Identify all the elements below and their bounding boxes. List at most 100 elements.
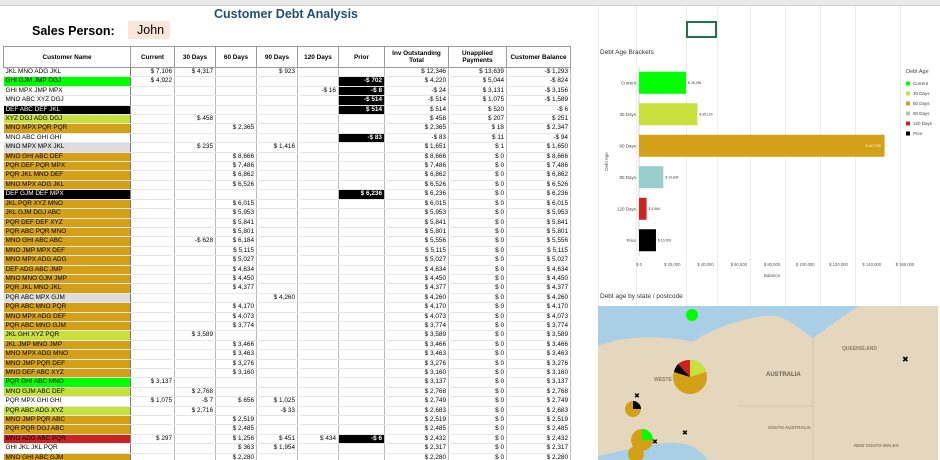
value-cell[interactable] xyxy=(215,105,257,116)
customer-name-cell[interactable]: MNO JMP PQR ABC xyxy=(3,415,131,426)
value-cell[interactable]: $ 0 xyxy=(448,180,507,191)
table-row[interactable]: MNO GHI ABC ABC -$ 628 $ 6,184 $ 5,556 $ 0 $ … xyxy=(3,236,571,247)
value-cell[interactable] xyxy=(215,95,257,106)
value-cell[interactable] xyxy=(130,415,175,426)
value-cell[interactable]: $ 2,683 xyxy=(506,406,571,417)
value-cell[interactable]: $ 3,160 xyxy=(506,368,571,379)
value-cell[interactable]: $ 3,589 xyxy=(174,330,216,341)
value-cell[interactable] xyxy=(174,189,216,200)
value-cell[interactable]: $ 514 xyxy=(384,105,449,116)
value-cell[interactable]: $ 458 xyxy=(384,114,449,125)
value-cell[interactable] xyxy=(174,170,216,181)
value-cell[interactable] xyxy=(130,142,175,153)
value-cell[interactable]: $ 4,317 xyxy=(174,67,216,78)
value-cell[interactable]: $ 2,280 xyxy=(506,453,571,460)
value-cell[interactable]: $ 0 xyxy=(448,227,507,238)
value-cell[interactable] xyxy=(297,368,339,379)
value-cell[interactable]: $ 0 xyxy=(448,359,507,370)
customer-name-cell[interactable]: PQR GHI ABC MNO xyxy=(3,377,131,388)
value-cell[interactable] xyxy=(215,142,257,153)
value-cell[interactable] xyxy=(174,415,216,426)
value-cell[interactable]: -$ 1,293 xyxy=(506,67,571,78)
customer-name-cell[interactable]: MNO MPX PQR PQR xyxy=(3,123,131,134)
value-cell[interactable]: $ 1,651 xyxy=(384,142,449,153)
value-cell[interactable]: $ 4,634 xyxy=(384,265,449,275)
value-cell[interactable]: $ 1,650 xyxy=(506,142,571,153)
value-cell[interactable]: $ 4,073 xyxy=(384,312,449,322)
value-cell[interactable] xyxy=(130,302,175,313)
value-cell[interactable] xyxy=(130,406,175,417)
value-cell[interactable]: $ 6,862 xyxy=(506,170,571,181)
value-cell[interactable] xyxy=(174,302,216,313)
value-cell[interactable] xyxy=(338,208,385,219)
chart-bar-120-days[interactable] xyxy=(639,197,647,220)
value-cell[interactable] xyxy=(338,152,385,163)
table-row[interactable]: MNO JMP PQR DEF $ 3,276 $ 3,276 $ 0 $ 3,276 xyxy=(3,359,571,370)
value-cell[interactable]: $ 8,666 xyxy=(384,152,449,163)
customer-name-cell[interactable]: MNO ADG ABC PQR xyxy=(3,434,131,445)
table-row[interactable]: JKL GJM DGJ ABC $ 5,953 $ 5,953 $ 0 $ 5,953 xyxy=(3,208,571,219)
value-cell[interactable]: $ 6,236 xyxy=(506,189,571,200)
value-cell[interactable]: $ 5,841 xyxy=(506,218,571,228)
value-cell[interactable] xyxy=(130,293,175,304)
value-cell[interactable] xyxy=(338,406,385,417)
value-cell[interactable]: -$ 1,589 xyxy=(506,95,571,106)
table-row[interactable]: PQR ABC ADG XYZ $ 2,716 -$ 33 $ 2,683 $ 0 $ 2… xyxy=(3,406,571,417)
value-cell[interactable]: $ 514 xyxy=(338,105,385,116)
value-cell[interactable]: $ 0 xyxy=(448,255,507,266)
table-row[interactable]: DEF ADG ABC JMP $ 4,634 $ 4,634 $ 0 $ 4,634 xyxy=(3,265,571,275)
value-cell[interactable]: $ 13,639 xyxy=(448,67,507,78)
value-cell[interactable] xyxy=(130,236,175,247)
value-cell[interactable] xyxy=(174,76,216,87)
value-cell[interactable] xyxy=(297,199,339,210)
value-cell[interactable] xyxy=(256,199,298,210)
value-cell[interactable]: -$ 94 xyxy=(506,133,571,144)
value-cell[interactable] xyxy=(297,142,339,153)
value-cell[interactable] xyxy=(130,265,175,275)
value-cell[interactable]: -$ 514 xyxy=(384,95,449,106)
value-cell[interactable]: $ 3,276 xyxy=(384,359,449,370)
value-cell[interactable] xyxy=(297,453,339,460)
value-cell[interactable]: $ 0 xyxy=(448,302,507,313)
value-cell[interactable] xyxy=(256,302,298,313)
value-cell[interactable] xyxy=(338,377,385,388)
value-cell[interactable]: $ 5,044 xyxy=(448,76,507,87)
value-cell[interactable] xyxy=(338,227,385,238)
value-cell[interactable]: $ 11 xyxy=(448,133,507,144)
value-cell[interactable]: $ 0 xyxy=(448,349,507,360)
value-cell[interactable]: $ 3,160 xyxy=(215,368,257,379)
value-cell[interactable] xyxy=(297,255,339,266)
value-cell[interactable]: $ 363 xyxy=(215,443,257,454)
value-cell[interactable]: $ 0 xyxy=(448,406,507,417)
value-cell[interactable]: $ 3,463 xyxy=(384,349,449,360)
value-cell[interactable]: $ 5,027 xyxy=(215,255,257,266)
col-header-inv-outstanding-total[interactable]: Inv Outstanding Total xyxy=(384,46,449,68)
value-cell[interactable] xyxy=(256,265,298,275)
value-cell[interactable] xyxy=(215,76,257,87)
map-cross-marker[interactable]: ✖ xyxy=(902,355,909,364)
value-cell[interactable] xyxy=(256,189,298,200)
value-cell[interactable] xyxy=(256,161,298,172)
value-cell[interactable] xyxy=(130,312,175,322)
value-cell[interactable]: $ 6,526 xyxy=(215,180,257,191)
map-cross-marker[interactable]: ✖ xyxy=(634,393,640,400)
value-cell[interactable] xyxy=(297,415,339,426)
value-cell[interactable]: $ 2,365 xyxy=(384,123,449,134)
value-cell[interactable]: $ 3,466 xyxy=(384,340,449,351)
value-cell[interactable] xyxy=(338,321,385,332)
value-cell[interactable] xyxy=(338,114,385,125)
map-cross-marker[interactable]: ✖ xyxy=(682,430,688,437)
value-cell[interactable]: $ 6,236 xyxy=(338,189,385,200)
customer-name-cell[interactable]: GHI JKL JKL PQR xyxy=(3,443,131,454)
value-cell[interactable]: $ 7,486 xyxy=(215,161,257,172)
value-cell[interactable] xyxy=(297,283,339,294)
value-cell[interactable]: $ 2,519 xyxy=(384,415,449,426)
value-cell[interactable] xyxy=(338,368,385,379)
value-cell[interactable] xyxy=(174,180,216,191)
value-cell[interactable]: $ 18 xyxy=(448,123,507,134)
value-cell[interactable]: $ 2,519 xyxy=(215,415,257,426)
table-row[interactable]: PQR MPX GHI GHI $ 1,075 -$ 7 $ 656 $ 1,025 $ … xyxy=(3,396,571,407)
value-cell[interactable] xyxy=(130,189,175,200)
value-cell[interactable] xyxy=(130,95,175,106)
value-cell[interactable]: $ 3,589 xyxy=(506,330,571,341)
